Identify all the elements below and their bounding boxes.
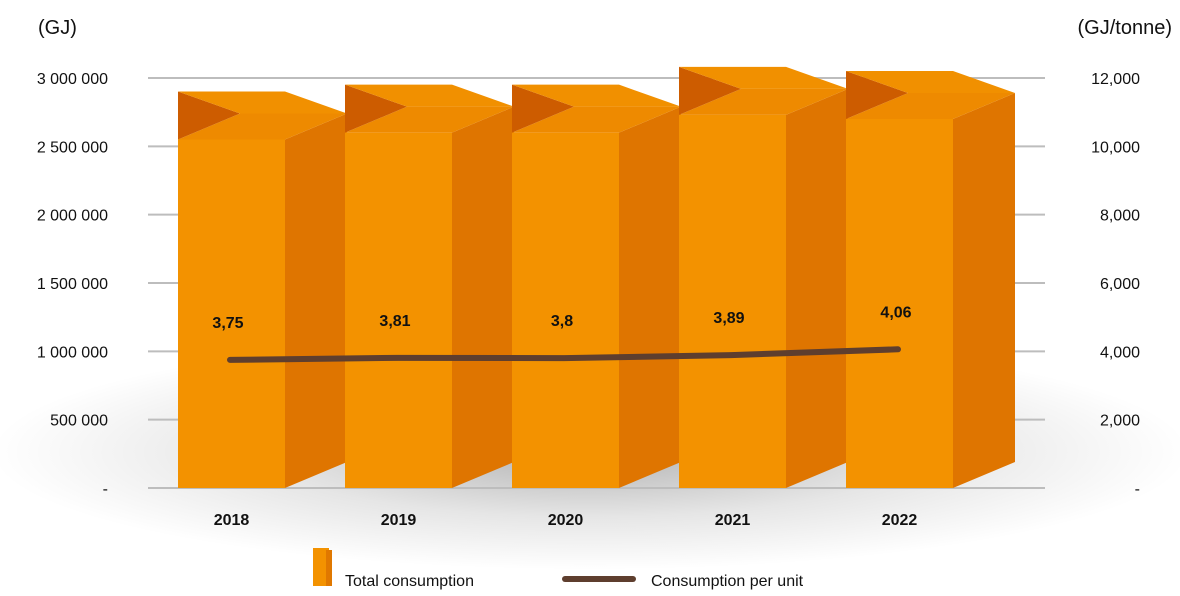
line-point	[227, 357, 233, 363]
bar-side-face	[285, 113, 347, 488]
left-tick-label: 2 500 000	[37, 139, 108, 156]
legend-label-consumption-per-unit: Consumption per unit	[651, 573, 804, 590]
bar-top-wedge	[178, 91, 240, 140]
data-label: 3,81	[379, 313, 410, 330]
right-tick-label: 6,000	[1100, 276, 1140, 293]
category-label: 2022	[882, 512, 918, 529]
bar	[679, 66, 848, 489]
bar-top-wedge	[345, 84, 407, 133]
right-axis-unit-label: (GJ/tonne)	[1078, 17, 1172, 39]
right-tick-label: -	[1135, 481, 1140, 498]
bar-top-lid	[345, 84, 514, 107]
right-tick-label: 8,000	[1100, 208, 1140, 225]
bar-top-face	[345, 106, 514, 133]
bar	[178, 91, 347, 488]
left-tick-label: 1 000 000	[37, 344, 108, 361]
bar-top-lid	[178, 91, 347, 114]
bar-top-wedge	[679, 66, 741, 115]
left-tick-label: -	[103, 481, 108, 498]
category-label: 2019	[381, 512, 417, 529]
right-tick-label: 2,000	[1100, 413, 1140, 430]
left-tick-label: 2 000 000	[37, 208, 108, 225]
bar-top-face	[178, 113, 347, 140]
bar-front-face	[178, 139, 285, 488]
legend: Total consumption Consumption per unit	[313, 548, 804, 590]
legend-swatch-total-consumption-side	[326, 550, 332, 586]
line-point	[895, 346, 901, 352]
left-tick-label: 500 000	[50, 413, 108, 430]
bar	[846, 71, 1015, 488]
bar-top-face	[846, 93, 1015, 119]
right-tick-label: 10,000	[1091, 139, 1140, 156]
bar-front-face	[345, 132, 452, 488]
line-point	[728, 352, 734, 358]
left-tick-label: 1 500 000	[37, 276, 108, 293]
bar	[512, 84, 681, 489]
left-tick-label: 3 000 000	[37, 71, 108, 88]
category-label: 2020	[548, 512, 584, 529]
bar-top-lid	[512, 84, 681, 107]
bar-top-lid	[846, 71, 1015, 93]
bar-front-face	[512, 132, 619, 488]
data-label: 3,75	[212, 315, 243, 332]
data-label: 3,89	[713, 310, 744, 327]
bar-top-wedge	[846, 71, 908, 119]
data-label: 4,06	[880, 304, 911, 321]
bar-side-face	[619, 106, 681, 489]
category-label: 2018	[214, 512, 250, 529]
right-tick-label: 12,000	[1091, 71, 1140, 88]
bar-side-face	[786, 88, 848, 489]
right-tick-label: 4,000	[1100, 344, 1140, 361]
data-label: 3,8	[551, 313, 573, 330]
category-label: 2021	[715, 512, 751, 529]
line-point	[394, 355, 400, 361]
bar-top-wedge	[512, 84, 574, 133]
bar-side-face	[953, 93, 1015, 488]
legend-swatch-total-consumption	[313, 548, 329, 586]
line-point	[561, 355, 567, 361]
bar-top-lid	[679, 66, 848, 89]
bar-side-face	[452, 106, 514, 489]
bar-front-face	[846, 119, 953, 488]
legend-label-total-consumption: Total consumption	[345, 573, 474, 590]
bar-top-face	[679, 88, 848, 115]
left-axis-unit-label: (GJ)	[38, 17, 77, 39]
bar	[345, 84, 514, 489]
bar-top-face	[512, 106, 681, 133]
bar-front-face	[679, 114, 786, 489]
